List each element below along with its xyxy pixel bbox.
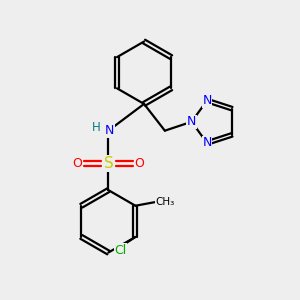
Text: Cl: Cl (114, 244, 127, 257)
Text: H: H (92, 121, 100, 134)
Text: N: N (202, 94, 212, 107)
Text: N: N (105, 124, 115, 137)
Text: S: S (103, 156, 113, 171)
Text: CH₃: CH₃ (155, 197, 175, 207)
Text: O: O (135, 157, 145, 170)
Text: N: N (202, 136, 212, 149)
Text: N: N (187, 115, 196, 128)
Text: O: O (72, 157, 82, 170)
